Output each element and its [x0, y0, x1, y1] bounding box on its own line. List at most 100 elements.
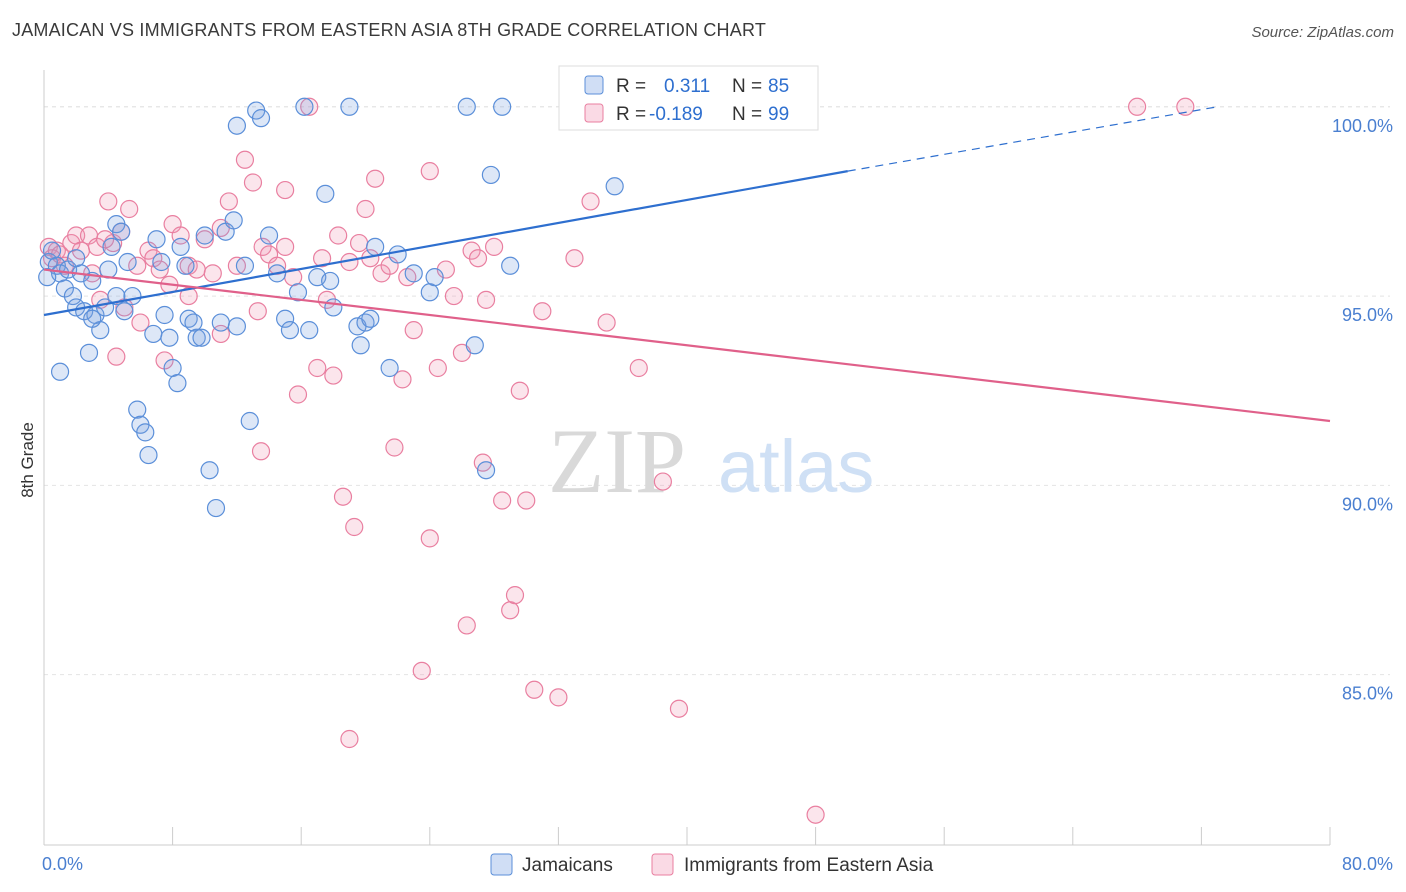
legend-bottom-eastern-asia: Immigrants from Eastern Asia — [684, 855, 934, 876]
legend-r-label-pink: R = — [616, 104, 646, 125]
x-ticks — [172, 827, 1331, 845]
data-point-jamaicans — [295, 97, 314, 116]
data-point-jamaicans — [476, 461, 496, 480]
data-point-jamaicans — [112, 222, 131, 241]
data-point-jamaicans — [115, 302, 134, 321]
data-point-jamaicans — [276, 309, 295, 328]
trend-line-jamaicans-extension — [847, 106, 1218, 172]
data-point-eastern-asia — [120, 199, 139, 219]
data-point-eastern-asia — [300, 97, 319, 116]
data-point-eastern-asia — [420, 529, 439, 548]
legend-n-value-blue: 85 — [768, 76, 789, 97]
x-tick-labels: 0.0% 80.0% — [42, 854, 1393, 874]
data-point-jamaicans — [206, 498, 226, 518]
data-point-jamaicans — [605, 177, 624, 196]
data-point-jamaicans — [200, 461, 219, 480]
data-point-jamaicans — [366, 237, 385, 256]
data-point-jamaicans — [63, 286, 83, 306]
data-point-eastern-asia — [457, 616, 476, 635]
data-point-jamaicans — [340, 97, 359, 116]
data-point-jamaicans — [195, 226, 214, 245]
chart-source: Source: ZipAtlas.com — [1251, 24, 1394, 41]
data-point-eastern-asia — [476, 290, 496, 309]
data-point-jamaicans — [168, 374, 187, 393]
data-point-eastern-asia — [356, 199, 375, 219]
data-point-jamaicans — [123, 286, 142, 306]
data-point-eastern-asia — [276, 180, 295, 200]
legend-top: R = 0.311 N = 85 R = -0.189 N = 99 — [558, 65, 819, 131]
data-point-eastern-asia — [128, 256, 147, 275]
y-tick-label: 90.0% — [1342, 494, 1393, 514]
legend-bottom-swatch-jamaicans — [490, 853, 513, 876]
data-point-eastern-asia — [444, 286, 464, 306]
data-point-eastern-asia — [312, 249, 332, 268]
data-point-jamaicans — [321, 271, 340, 291]
data-point-eastern-asia — [549, 688, 568, 707]
data-point-jamaicans — [128, 400, 147, 419]
data-point-eastern-asia — [462, 241, 481, 260]
data-point-eastern-asia — [288, 385, 308, 404]
data-point-eastern-asia — [251, 442, 271, 461]
data-point-jamaicans — [118, 252, 137, 272]
data-point-jamaicans — [139, 445, 158, 465]
legend-n-value-pink: 99 — [768, 104, 789, 125]
data-point-jamaicans — [300, 321, 319, 340]
data-point-eastern-asia — [505, 586, 525, 605]
data-point-jamaicans — [42, 241, 62, 260]
watermark: ZIP atlas — [548, 410, 874, 512]
data-point-eastern-asia — [629, 358, 648, 378]
y-tick-label: 100.0% — [1332, 116, 1393, 136]
legend-bottom-jamaicans: Jamaicans — [522, 855, 613, 876]
data-point-eastern-asia — [806, 805, 825, 824]
data-point-eastern-asia — [468, 249, 488, 268]
legend-r-label-blue: R = — [616, 76, 646, 97]
data-point-jamaicans — [163, 358, 182, 378]
data-point-eastern-asia — [107, 347, 126, 366]
data-point-jamaicans — [136, 423, 155, 442]
data-point-jamaicans — [160, 328, 179, 347]
data-point-jamaicans — [224, 211, 243, 230]
data-point-jamaicans — [280, 321, 300, 340]
watermark-atlas: atlas — [718, 425, 874, 508]
data-point-jamaicans — [240, 411, 259, 431]
data-point-jamaicans — [457, 97, 476, 116]
data-point-eastern-asia — [1127, 97, 1147, 116]
grid-lines — [44, 106, 1390, 676]
data-point-eastern-asia — [329, 226, 348, 245]
data-point-eastern-asia — [99, 192, 118, 211]
data-point-jamaicans — [155, 305, 174, 325]
data-point-jamaicans — [380, 358, 399, 378]
y-axis-label: 8th Grade — [18, 422, 37, 498]
data-point-eastern-asia — [420, 162, 439, 181]
data-point-jamaicans — [404, 264, 423, 283]
legend-n-label-blue: N = — [732, 76, 762, 97]
x-tick-label-min: 0.0% — [42, 854, 83, 874]
data-point-eastern-asia — [333, 487, 353, 506]
data-point-jamaicans — [152, 252, 171, 272]
data-point-jamaicans — [235, 256, 255, 275]
y-tick-labels: 85.0% 90.0% 95.0% 100.0% — [1332, 116, 1393, 704]
data-point-eastern-asia — [385, 438, 404, 457]
data-point-eastern-asia — [597, 313, 616, 332]
data-point-jamaicans — [481, 165, 500, 185]
data-point-jamaicans — [361, 309, 380, 328]
data-point-eastern-asia — [366, 169, 385, 188]
data-point-jamaicans — [501, 256, 520, 275]
data-point-eastern-asia — [510, 381, 529, 400]
data-point-jamaicans — [420, 283, 439, 302]
data-point-eastern-asia — [243, 173, 263, 192]
data-point-jamaicans — [259, 226, 279, 245]
data-point-eastern-asia — [1176, 97, 1195, 116]
data-point-eastern-asia — [324, 366, 343, 385]
data-point-eastern-asia — [235, 150, 255, 169]
data-point-jamaicans — [493, 97, 512, 116]
data-point-eastern-asia — [248, 302, 267, 321]
data-point-eastern-asia — [95, 230, 115, 249]
data-point-eastern-asia — [219, 192, 238, 211]
y-tick-label: 95.0% — [1342, 305, 1393, 325]
data-point-eastern-asia — [428, 358, 447, 378]
legend-bottom: Jamaicans Immigrants from Eastern Asia — [490, 853, 934, 876]
data-point-jamaicans — [83, 309, 102, 328]
data-point-jamaicans — [144, 324, 163, 344]
